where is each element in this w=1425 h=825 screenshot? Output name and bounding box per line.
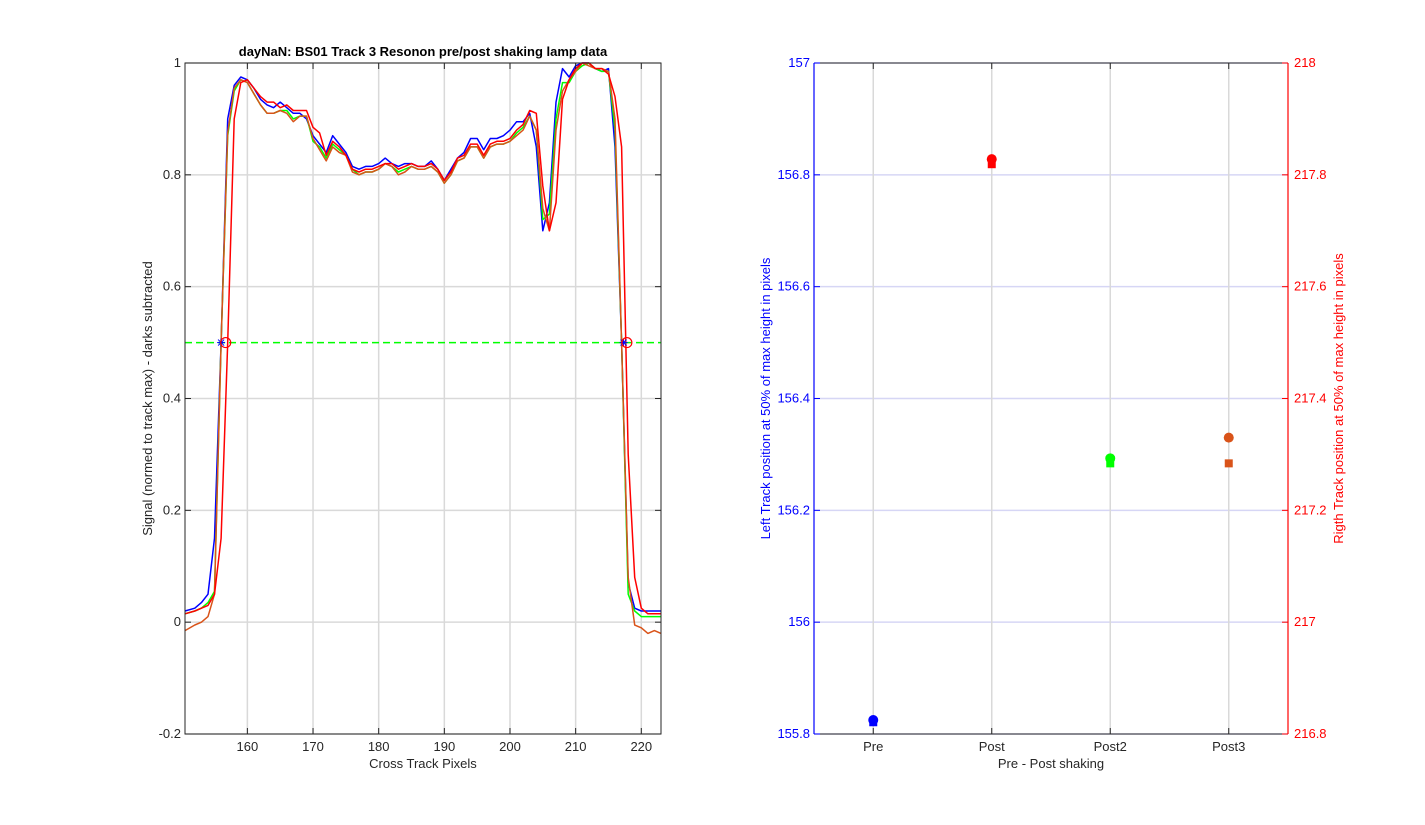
x-tick-label: 200 [499, 739, 521, 754]
signal-y-axis-label: Signal (normed to track max) - darks sub… [140, 261, 155, 536]
left-y-tick-label: 156.2 [777, 502, 810, 517]
left-y-tick-label: 157 [788, 55, 810, 70]
position-square-marker [1224, 459, 1233, 468]
position-x-axis-label: Pre - Post shaking [998, 756, 1104, 771]
signal-ticks: 160 170 180 190 200 210 220 -0.2 0 0.2 0.4 0.6 0.8 1 [159, 55, 661, 754]
right-y-tick-label: 217 [1294, 614, 1316, 629]
y-tick-label: 0.2 [163, 502, 181, 517]
right-y-tick-label: 217.2 [1294, 502, 1327, 517]
position-circle-marker [1105, 453, 1116, 464]
right-y-tick-label: 216.8 [1294, 726, 1327, 741]
y-tick-label: 1 [174, 55, 181, 70]
category-tick-label: Post [979, 739, 1005, 754]
y-tick-label: 0.8 [163, 167, 181, 182]
category-tick-label: Post3 [1212, 739, 1245, 754]
position-circle-marker [1223, 432, 1234, 443]
left-y-tick-label: 156 [788, 614, 810, 629]
x-tick-label: 180 [368, 739, 390, 754]
left-y-tick-label: 155.8 [777, 726, 810, 741]
left-y-tick-label: 156.8 [777, 167, 810, 182]
crossing-marker-circle [220, 336, 232, 349]
left-track-axis-label: Left Track position at 50% of max height… [758, 257, 773, 539]
signal-lines [184, 62, 662, 635]
position-circle-marker [868, 715, 879, 726]
y-tick-label: 0 [174, 614, 181, 629]
category-tick-label: Pre [863, 739, 883, 754]
right-y-tick-label: 217.6 [1294, 279, 1327, 294]
x-tick-label: 170 [302, 739, 324, 754]
right-track-axis-label: Rigth Track position at 50% of max heigh… [1331, 253, 1346, 544]
position-circle-marker [986, 154, 997, 165]
position-chart: 155.8 216.8 156 217 156.2 217.2 156.4 217.4 156.… [758, 55, 1346, 771]
x-tick-label: 160 [237, 739, 259, 754]
position-square-marker [987, 160, 996, 169]
y-tick-label: -0.2 [159, 726, 181, 741]
signal-chart: 160 170 180 190 200 210 220-0.200.20.40.60.81 … [140, 44, 662, 771]
crossing-marker-asterisk [619, 338, 628, 347]
position-square-marker [1106, 459, 1115, 468]
x-tick-label: 220 [630, 739, 652, 754]
signal-x-axis-label: Cross Track Pixels [369, 756, 477, 771]
right-y-tick-label: 217.8 [1294, 167, 1327, 182]
x-tick-label: 190 [433, 739, 455, 754]
position-ticks: 155.8 216.8 156 217 156.2 217.2 156.4 217.4 156.… [777, 55, 1326, 754]
left-y-tick-label: 156.4 [777, 391, 810, 406]
threshold-crossing-markers [217, 336, 633, 349]
category-tick-label: Post2 [1094, 739, 1127, 754]
signal-chart-title: dayNaN: BS01 Track 3 Resonon pre/post sh… [239, 44, 608, 59]
left-y-tick-label: 156.6 [777, 279, 810, 294]
position-points [868, 154, 1234, 727]
y-tick-label: 0.4 [163, 391, 181, 406]
y-tick-label: 0.6 [163, 279, 181, 294]
right-y-tick-label: 217.4 [1294, 391, 1327, 406]
crossing-marker-circle [621, 336, 633, 349]
x-tick-label: 210 [565, 739, 587, 754]
right-y-tick-label: 218 [1294, 55, 1316, 70]
